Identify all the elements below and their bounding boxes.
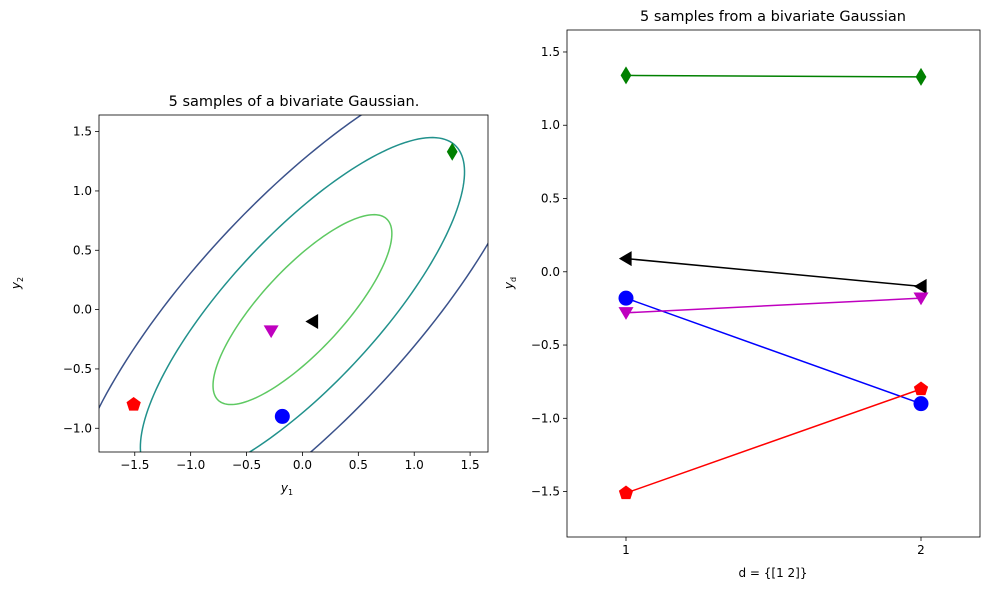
right-axes-frame [566, 29, 981, 538]
left-y-axis-label: y2 [9, 277, 25, 290]
series-magenta-point-1 [618, 307, 634, 320]
contour-level-2 [139, 136, 466, 452]
right-y-tick-label: 1.5 [541, 45, 560, 59]
right-series-lines [618, 66, 929, 500]
point-magenta [263, 325, 279, 339]
right-chart: 5 samples from a bivariate Gaussian 1 2 −1… [502, 9, 981, 580]
left-y-tick-label: 0.5 [73, 243, 92, 257]
right-x-tick-label: 1 [622, 543, 630, 557]
right-y-tick-label: 0.0 [541, 265, 560, 279]
series-blue-point-1 [618, 290, 634, 306]
contour-level-3 [99, 115, 488, 452]
series-red-point-1 [618, 485, 634, 500]
left-axis-ticks: −1.5 −1.0 −0.5 0.0 0.5 1.0 1.5 −1.0 −0.5 0.0 0.5 1.… [63, 125, 480, 472]
right-x-tick-label: 2 [917, 543, 925, 557]
contour-lines [99, 115, 488, 452]
left-sample-points [126, 142, 458, 424]
left-y-tick-label: 0.0 [73, 303, 92, 317]
series-line-black [625, 257, 922, 288]
left-y-tick-label: 1.0 [73, 184, 92, 198]
point-green [446, 142, 458, 161]
series-line-blue [625, 297, 922, 405]
right-y-tick-label: 1.0 [541, 118, 560, 132]
series-black-point-2 [913, 278, 927, 294]
left-y-tick-label: 1.5 [73, 125, 92, 139]
left-chart-title: 5 samples of a bivariate Gaussian. [169, 94, 420, 110]
left-chart: 5 samples of a bivariate Gaussian. −1.5−… [9, 94, 489, 497]
series-magenta-point-2 [913, 292, 929, 306]
left-x-tick-label: −0.5 [232, 458, 261, 472]
left-x-tick-label: 1.5 [461, 458, 480, 472]
series-green-point-2 [915, 67, 927, 86]
right-x-axis-label: d = {[1 2]} [738, 566, 807, 580]
series-line-green [625, 74, 922, 78]
left-x-tick-label: 0.0 [293, 458, 312, 472]
series-blue-point-2 [913, 396, 929, 412]
left-x-tick-label: −1.5 [120, 458, 149, 472]
right-y-tick-label: −0.5 [531, 338, 560, 352]
point-blue [274, 408, 290, 424]
left-axes-frame [98, 114, 489, 453]
left-x-tick-label: 1.0 [405, 458, 424, 472]
series-line-red [625, 388, 922, 494]
right-chart-title: 5 samples from a bivariate Gaussian [640, 9, 906, 25]
left-y-tick-label: −1.0 [63, 421, 92, 435]
contour-level-1 [212, 213, 393, 406]
right-y-tick-label: −1.0 [531, 411, 560, 425]
right-axis-ticks: 1 2 −1.5 −1.0 −0.5 0.0 0.5 1.0 1.5 [531, 45, 925, 557]
left-y-tick-label: −0.5 [63, 362, 92, 376]
right-y-tick-label: 0.5 [541, 192, 560, 206]
series-line-magenta [625, 297, 922, 314]
series-red-point-2 [913, 381, 929, 396]
series-black-point-1 [618, 251, 632, 267]
left-x-tick-label: −1.0 [176, 458, 205, 472]
left-x-axis-label: y1 [280, 481, 293, 497]
right-y-axis-label: yd [502, 277, 518, 290]
right-y-tick-label: −1.5 [531, 485, 560, 499]
left-x-tick-label: 0.5 [349, 458, 368, 472]
point-red [126, 397, 141, 411]
series-green-point-1 [620, 66, 632, 85]
point-black [305, 313, 319, 329]
